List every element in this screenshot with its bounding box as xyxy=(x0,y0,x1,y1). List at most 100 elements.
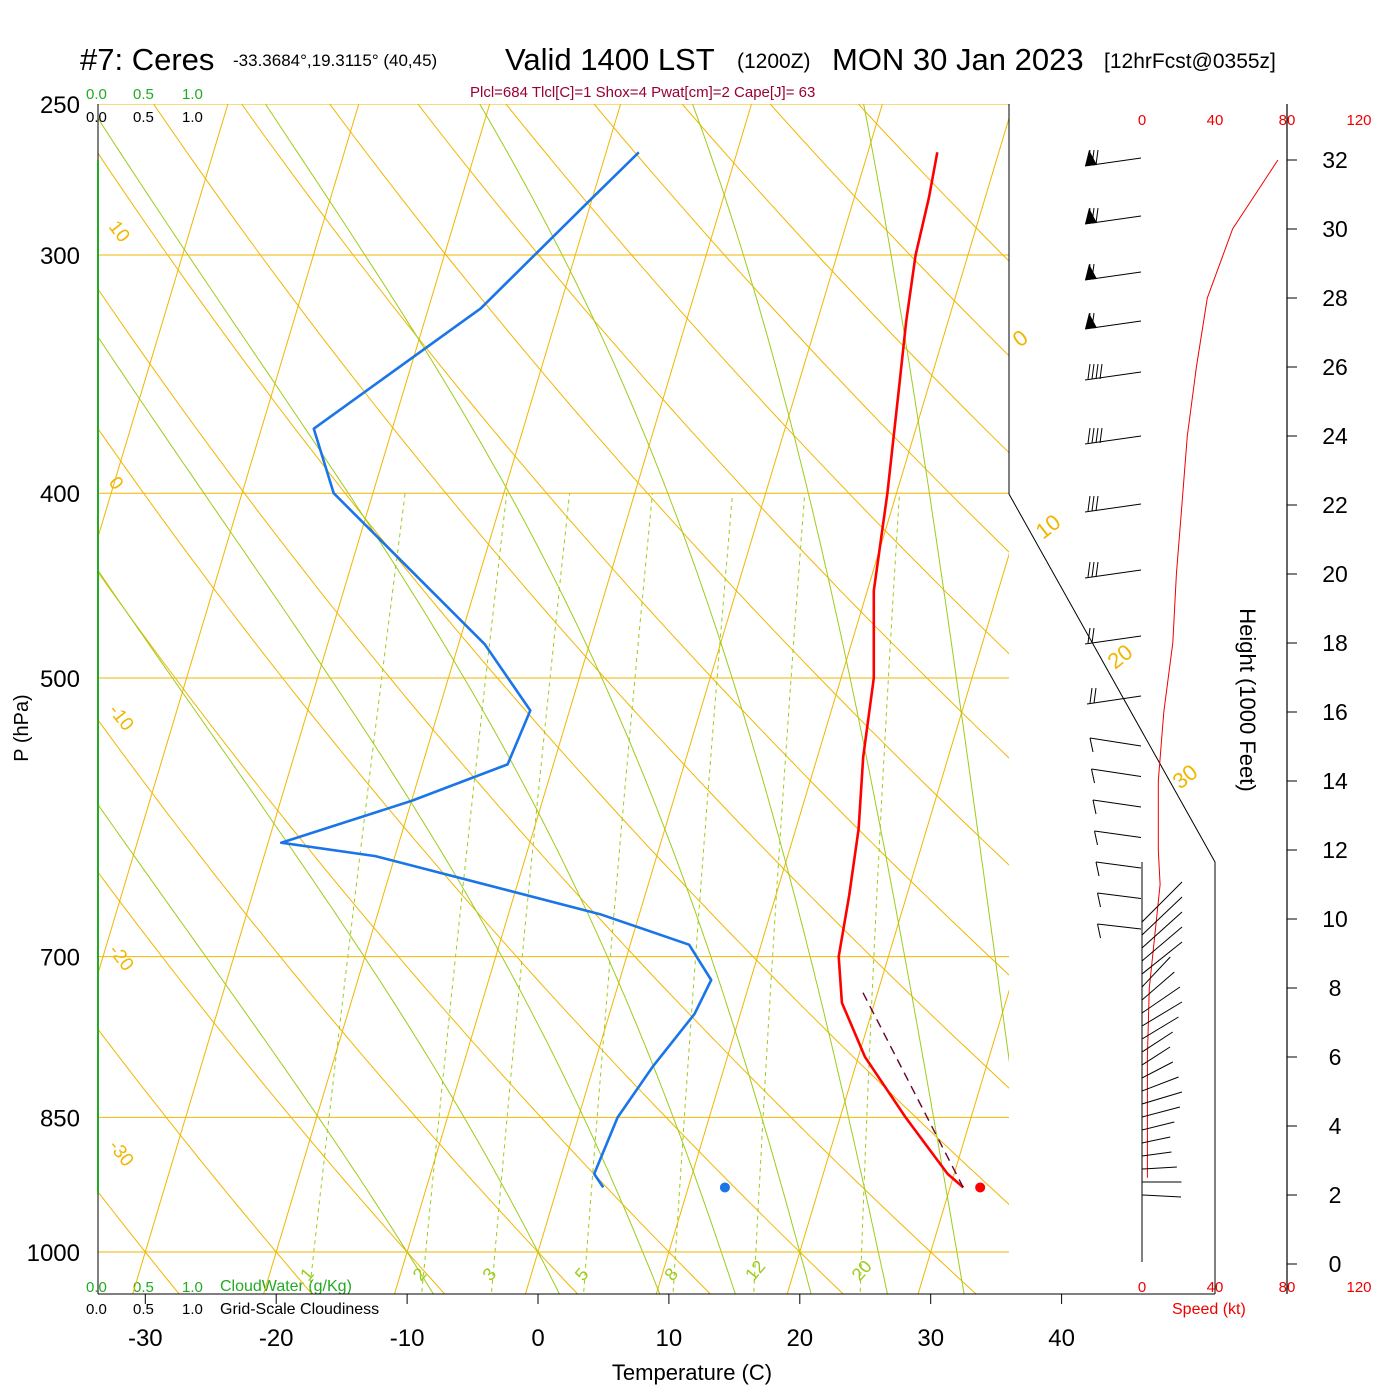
dry-adiabat-line xyxy=(98,288,977,1294)
parcel-profile-line xyxy=(861,991,964,1188)
mixing-ratio-line xyxy=(859,493,900,1294)
isotherm-label-left: -20 xyxy=(104,941,137,976)
isotherm-label-right: 30 xyxy=(1168,759,1203,794)
temperature-tick-label: 20 xyxy=(786,1325,813,1352)
wind-barb-staff xyxy=(1086,695,1142,705)
dry-adiabat-line xyxy=(98,871,446,1294)
cloudiness-tick-top-1: 0.5 xyxy=(133,109,154,126)
wind-barb-staff xyxy=(1141,911,1183,949)
dry-adiabat-line xyxy=(240,104,1009,976)
wind-barb-feather xyxy=(1091,427,1095,444)
wind-barb-feather xyxy=(1087,561,1091,578)
wind-barb-feather xyxy=(1089,687,1093,704)
isotherm-label-right: 0 xyxy=(1008,325,1033,352)
surface-temperature-marker xyxy=(975,1182,986,1193)
wind-barb-feather xyxy=(1095,207,1099,224)
forecast-date: MON 30 Jan 2023 xyxy=(832,42,1084,77)
dry-adiabat-line xyxy=(98,427,844,1294)
wind-barb-staff xyxy=(1084,371,1142,381)
wind-barb-feather xyxy=(1099,363,1103,380)
wind-barb-pennant xyxy=(1085,264,1097,280)
temperature-tick-label: 10 xyxy=(656,1325,683,1352)
cloudiness-tick-bottom-1: 0.5 xyxy=(133,1301,154,1318)
isotherm-line xyxy=(393,104,753,1294)
isotherm-line xyxy=(1304,70,1400,1316)
wind-barb-staff xyxy=(1084,435,1142,445)
height-tick-label: 4 xyxy=(1329,1113,1342,1139)
height-tick-label: 14 xyxy=(1322,768,1348,794)
wind-barb-feather xyxy=(1087,627,1091,644)
pressure-tick-label: 700 xyxy=(40,945,80,972)
isotherm-line xyxy=(524,104,883,1294)
moist-adiabat-line xyxy=(691,104,965,1294)
wind-barb-feather xyxy=(1094,830,1098,846)
wind-barb-staff xyxy=(1141,1076,1179,1092)
dry-adiabat-line xyxy=(98,1191,180,1294)
mixing-ratio-label: 2 xyxy=(409,1264,431,1285)
wind-barb-feather xyxy=(1097,923,1101,939)
wind-barb-staff xyxy=(1084,635,1142,645)
wind-barb-staff xyxy=(1141,926,1183,962)
dry-adiabat-line xyxy=(681,104,1009,454)
surface-dewpoint-marker xyxy=(719,1182,730,1193)
plot-frame xyxy=(97,104,1288,1295)
isotherm-label-left: -10 xyxy=(104,701,137,736)
wind-barb-staff xyxy=(1089,737,1142,747)
wind-barb-staff xyxy=(1092,799,1142,808)
cloudwater-tick-bottom-1: 0.5 xyxy=(133,1279,154,1296)
mixing-ratio-label: 20 xyxy=(848,1256,876,1284)
pressure-tick-label: 400 xyxy=(40,481,80,508)
wind-barb-feather xyxy=(1099,427,1103,444)
wind-barb-staff xyxy=(1141,986,1181,1014)
forecast-run: [12hrFcst@0355z] xyxy=(1104,50,1276,73)
wind-barb-staff xyxy=(1141,1151,1172,1157)
dry-adiabat-line xyxy=(505,104,1009,655)
wind-barb-feather xyxy=(1087,363,1091,380)
wind-barb-staff xyxy=(1141,1194,1182,1198)
cloudwater-tick-bottom-0: 0.0 xyxy=(86,1279,107,1296)
height-tick-label: 28 xyxy=(1322,285,1348,311)
temperature-tick-label: 0 xyxy=(531,1325,544,1352)
isotherm-line xyxy=(263,104,622,1294)
wind-barb-feather xyxy=(1091,768,1095,784)
wind-barb-staff xyxy=(1141,1061,1174,1079)
moist-adiabat-line xyxy=(863,104,1009,1063)
wind-barb-feather xyxy=(1091,627,1095,644)
wind-barb-staff xyxy=(1095,861,1142,869)
height-tick-label: 10 xyxy=(1322,906,1348,932)
height-tick-label: 30 xyxy=(1322,216,1348,242)
wind-barb-staff xyxy=(1141,956,1171,988)
wind-barb-staff xyxy=(1141,941,1183,975)
isotherm-line xyxy=(786,552,1009,1294)
wind-barb-staff xyxy=(1141,1091,1183,1105)
wind-barb-feather xyxy=(1092,799,1097,815)
mixing-ratio-line xyxy=(583,493,653,1294)
wind-barb-feather xyxy=(1095,561,1099,578)
height-tick-label: 16 xyxy=(1322,699,1348,725)
x-axis-title: Temperature (C) xyxy=(612,1360,772,1385)
moist-adiabat-line xyxy=(98,336,661,1294)
temperature-tick-label: 40 xyxy=(1048,1325,1075,1352)
cloudiness-tick-bottom-0: 0.0 xyxy=(86,1301,107,1318)
dry-adiabat-line xyxy=(98,1028,313,1294)
temperature-tick-label: -20 xyxy=(259,1325,294,1352)
dry-adiabat-line xyxy=(152,104,1009,1089)
height-tick-label: 2 xyxy=(1329,1182,1342,1208)
wind-barb-staff xyxy=(1141,971,1175,1001)
wind-barb-feather xyxy=(1091,495,1095,512)
height-tick-label: 22 xyxy=(1322,492,1348,518)
cloudwater-tick-bottom-2: 1.0 xyxy=(182,1279,203,1296)
wind-barb-staff xyxy=(1141,1136,1171,1144)
isotherm-line xyxy=(1042,70,1400,1316)
isotherm-label-left: 0 xyxy=(104,473,127,494)
dewpoint-profile-line xyxy=(279,151,713,1189)
wind-barb-staff xyxy=(1141,1031,1174,1053)
wind-barb-feather xyxy=(1097,892,1101,908)
speed-tick-bottom-0: 0 xyxy=(1138,1279,1146,1296)
moist-adiabat-line xyxy=(479,104,888,1294)
mixing-ratio-line xyxy=(421,493,508,1294)
wind-barb-feather xyxy=(1087,495,1091,512)
wind-barb-staff xyxy=(1141,1046,1171,1066)
station-title: #7: Ceres xyxy=(80,42,214,77)
